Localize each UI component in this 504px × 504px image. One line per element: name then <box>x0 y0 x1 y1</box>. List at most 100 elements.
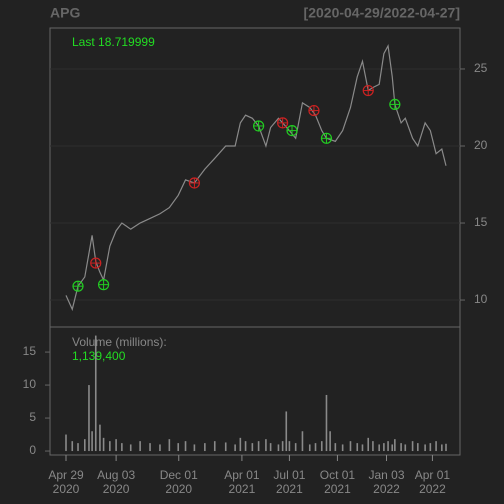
volume-bar <box>320 441 323 452</box>
volume-bar <box>149 443 151 452</box>
volume-bar <box>139 441 141 452</box>
volume-bar <box>367 437 370 452</box>
signal-marker <box>253 120 265 132</box>
last-price: Last 18.719999 <box>72 35 155 49</box>
volume-bar <box>193 444 196 452</box>
volume-bar <box>234 444 236 452</box>
x-tick-label: Apr 01 <box>224 468 260 482</box>
volume-bar <box>383 443 385 452</box>
y-tick-label: 5 <box>29 410 36 424</box>
y-tick-label: 0 <box>29 443 36 457</box>
volume-bar <box>269 443 272 452</box>
volume-bar <box>288 441 291 452</box>
volume-bar <box>424 444 426 452</box>
chart-title: APG <box>50 5 80 21</box>
signal-marker <box>389 98 401 111</box>
volume-bar <box>329 431 331 452</box>
volume-bar <box>159 444 161 452</box>
volume-bar <box>265 439 267 452</box>
volume-bar <box>341 444 344 452</box>
volume-bar <box>204 443 206 452</box>
signal-marker <box>308 104 320 117</box>
volume-bar <box>224 442 227 452</box>
volume-bar <box>83 439 86 452</box>
y-tick-label: 15 <box>474 215 488 229</box>
x-tick-label: Apr 01 <box>415 468 451 482</box>
volume-bar <box>77 443 79 452</box>
volume-bar <box>102 437 105 452</box>
volume-bar <box>391 444 394 452</box>
volume-bar <box>257 441 260 452</box>
volume-bar <box>285 411 288 452</box>
volume-bar <box>239 437 242 452</box>
x-tick-label: 2020 <box>53 482 80 496</box>
volume-bar <box>129 444 132 452</box>
x-tick-label: 2021 <box>324 482 351 496</box>
volume-bar <box>445 443 447 452</box>
volume-bar <box>356 443 359 452</box>
volume-bar <box>372 441 374 452</box>
volume-bar <box>411 441 414 452</box>
x-tick-label: 2020 <box>165 482 192 496</box>
x-tick-label: 2021 <box>276 482 303 496</box>
volume-bar <box>349 441 352 452</box>
volume-bar <box>99 424 101 452</box>
volume-bar <box>213 441 216 452</box>
date-range: [2020-04-29/2022-04-27] <box>304 5 460 21</box>
volume-bar <box>325 394 328 452</box>
volume-title: Volume (millions): <box>72 335 167 349</box>
signal-marker <box>320 132 333 144</box>
volume-bar <box>65 434 67 452</box>
volume-bar <box>121 443 123 452</box>
x-tick-label: Jul 01 <box>273 468 305 482</box>
volume-bar <box>308 444 311 452</box>
volume-bar <box>441 444 443 452</box>
y-tick-label: 15 <box>23 344 37 358</box>
volume-bar <box>394 439 396 452</box>
y-tick-label: 25 <box>474 61 488 75</box>
x-tick-label: 2022 <box>419 482 446 496</box>
x-tick-label: 2021 <box>229 482 256 496</box>
volume-bar <box>94 335 97 452</box>
y-tick-label: 10 <box>474 292 488 306</box>
signal-marker <box>362 84 374 97</box>
volume-bar <box>314 443 317 452</box>
volume-bar <box>334 443 337 452</box>
y-tick-label: 10 <box>23 377 37 391</box>
signal-marker <box>72 280 84 292</box>
y-tick-label: 20 <box>474 138 488 152</box>
x-tick-label: 2020 <box>103 482 130 496</box>
signal-marker <box>90 257 102 269</box>
volume-bar <box>400 443 402 452</box>
volume-bar <box>88 385 90 452</box>
signal-marker <box>286 124 298 137</box>
signal-marker <box>188 177 201 189</box>
volume-bar <box>281 441 284 452</box>
volume-bar <box>404 444 407 452</box>
volume-bar <box>417 443 419 452</box>
volume-bar <box>71 441 74 452</box>
volume-bar <box>378 444 380 452</box>
volume-bar <box>301 431 304 452</box>
last-volume: 1,139,400 <box>72 349 126 363</box>
volume-frame <box>49 326 461 456</box>
volume-bar <box>251 443 254 452</box>
x-tick-label: Aug 03 <box>97 468 135 482</box>
volume-bar <box>294 443 297 452</box>
volume-bar <box>361 444 364 452</box>
price-line <box>65 43 447 312</box>
volume-bar <box>115 439 117 452</box>
volume-bar <box>387 441 389 452</box>
x-tick-label: Dec 01 <box>160 468 198 482</box>
volume-bar <box>277 444 280 452</box>
volume-bar <box>168 439 171 452</box>
volume-bar <box>429 443 432 452</box>
volume-bar <box>177 443 180 452</box>
signal-marker <box>277 117 289 129</box>
x-tick-label: 2022 <box>373 482 400 496</box>
volume-bar <box>184 441 187 452</box>
x-tick-label: Jan 03 <box>368 468 404 482</box>
volume-bar <box>91 431 93 452</box>
